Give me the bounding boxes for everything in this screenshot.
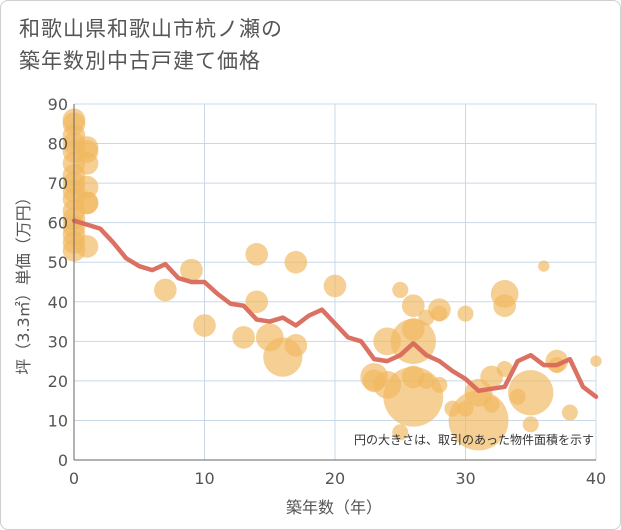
y-tick-label: 0 <box>58 451 68 470</box>
bubble-point <box>245 290 269 314</box>
y-tick-label: 20 <box>48 372 68 391</box>
bubble-point <box>392 281 409 298</box>
y-axis-label: 坪（3.3㎡）単価（万円） <box>14 189 33 374</box>
bubble-point <box>431 376 448 393</box>
bubble-point <box>193 314 216 337</box>
bubble-point <box>457 305 474 322</box>
x-tick-label: 30 <box>455 469 475 488</box>
y-tick-label: 90 <box>48 95 68 114</box>
bubble-point <box>538 260 550 272</box>
y-tick-label: 70 <box>48 174 68 193</box>
average-price-line <box>71 218 599 399</box>
bubble-point <box>245 242 269 266</box>
bubble-point <box>75 191 99 215</box>
x-tick-label: 10 <box>194 469 214 488</box>
bubble-point <box>232 326 255 349</box>
y-tick-label: 60 <box>48 214 68 233</box>
bubble-point <box>496 361 513 378</box>
bubble-point <box>401 294 425 318</box>
bubble-point <box>284 250 308 274</box>
y-tick-label: 80 <box>48 135 68 154</box>
x-axis-label: 築年数（年） <box>286 498 382 517</box>
y-tick-label: 50 <box>48 253 68 272</box>
chart-title-line-2: 築年数別中古戸建て価格 <box>19 49 261 73</box>
chart-title-line-1: 和歌山県和歌山市杭ノ瀬の <box>19 17 283 41</box>
bubble-point <box>590 355 602 367</box>
bubble-point <box>154 278 177 302</box>
bubble-point <box>561 404 578 421</box>
bubble-point <box>508 370 554 416</box>
x-tick-label: 40 <box>586 469 606 488</box>
y-tick-label: 30 <box>48 332 68 351</box>
bubble-point <box>75 235 99 258</box>
bubble-point <box>483 396 500 413</box>
bubble-point <box>180 258 203 282</box>
y-tick-label: 10 <box>48 411 68 430</box>
bubble-point <box>75 152 99 175</box>
bubble-point <box>284 333 308 357</box>
bubble-point <box>522 416 539 433</box>
x-tick-label: 20 <box>325 469 345 488</box>
bubble-point <box>418 372 435 389</box>
bubble-point <box>383 366 444 427</box>
average-price-series-line <box>71 218 599 399</box>
bubble-size-note: 円の大きさは、取引のあった物件面積を示す <box>354 432 594 447</box>
y-tick-label: 40 <box>48 293 68 312</box>
bubble-point <box>392 424 409 441</box>
bubble-point <box>75 175 99 199</box>
chart-title: 和歌山県和歌山市杭ノ瀬の 築年数別中古戸建て価格 <box>19 13 283 77</box>
bubble-point <box>323 274 347 298</box>
x-tick-label: 0 <box>69 469 79 488</box>
transaction-bubbles <box>62 108 602 451</box>
axes: 0 10 20 30 40 50 60 70 80 90 0 10 20 30 40 <box>48 95 607 488</box>
bubble-point <box>493 294 516 318</box>
bubble-point <box>431 305 448 322</box>
